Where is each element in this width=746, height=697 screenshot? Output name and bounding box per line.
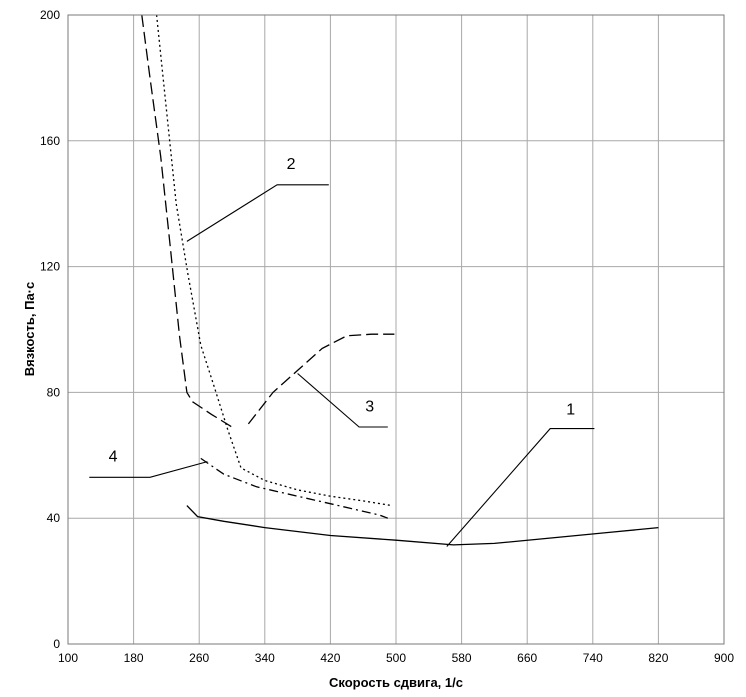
series-layer — [141, 14, 659, 546]
callout-4-label: 4 — [109, 449, 118, 466]
callout-4-leader — [89, 461, 208, 478]
x-tick-label: 740 — [583, 651, 603, 665]
y-tick-label: 160 — [40, 134, 60, 148]
x-tick-label: 580 — [452, 651, 472, 665]
y-tick-label: 200 — [40, 8, 60, 22]
x-tick-label: 100 — [58, 651, 78, 665]
x-tick-label: 340 — [255, 651, 275, 665]
x-tick-label: 180 — [124, 651, 144, 665]
callout-1-label: 1 — [566, 401, 575, 418]
callout-1-leader — [446, 428, 595, 547]
callout-3-label: 3 — [365, 398, 374, 415]
y-tick-label: 0 — [53, 637, 60, 651]
y-tick-label: 40 — [47, 511, 61, 525]
callout-2-leader — [186, 184, 329, 242]
series-3-line — [247, 333, 395, 425]
series-3-line — [141, 14, 233, 428]
callout-layer: 1 2 3 4 — [89, 156, 595, 547]
x-tick-label: 900 — [714, 651, 734, 665]
x-tick-label: 500 — [386, 651, 406, 665]
x-tick-label: 660 — [517, 651, 537, 665]
y-tick-label: 80 — [47, 385, 61, 399]
y-axis-title: Вязкость, Па·с — [22, 282, 37, 377]
x-tick-label: 820 — [648, 651, 668, 665]
plot-frame — [67, 14, 725, 645]
y-tick-label: 120 — [40, 260, 60, 274]
x-tick-label: 260 — [189, 651, 209, 665]
series-1-line — [186, 505, 659, 546]
callout-2-label: 2 — [287, 156, 296, 173]
x-axis-title: Скорость сдвига, 1/с — [329, 675, 463, 690]
series-2-line — [155, 14, 393, 507]
series-4-line — [200, 457, 389, 519]
callout-3-leader — [297, 373, 388, 428]
tick-labels: 100 180 260 340 420 500 580 660 740 820 9000408012… — [40, 8, 734, 665]
x-tick-label: 420 — [320, 651, 340, 665]
